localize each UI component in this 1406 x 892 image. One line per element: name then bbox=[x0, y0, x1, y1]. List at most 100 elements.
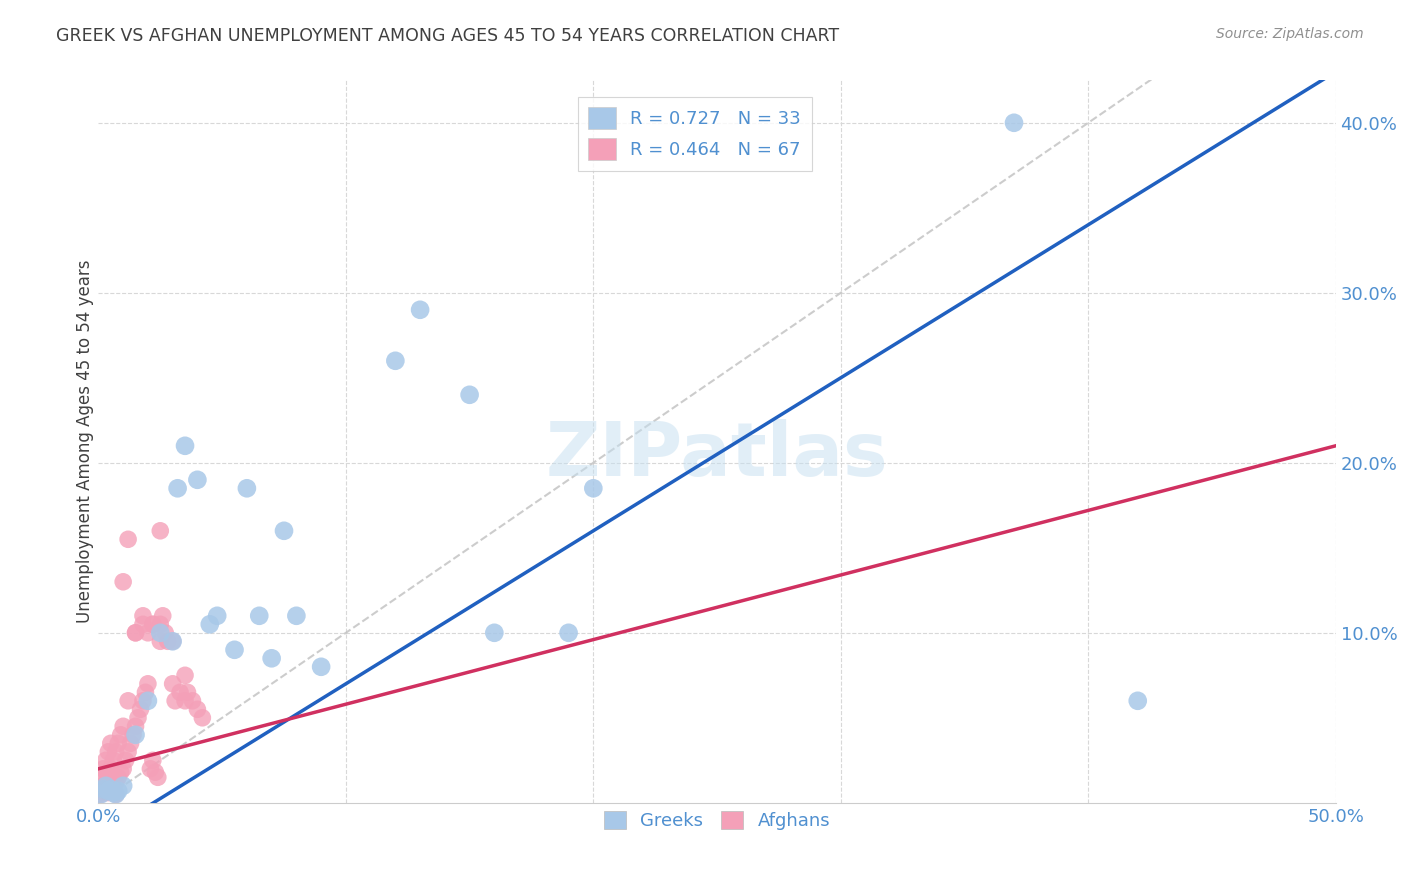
Point bbox=[186, 702, 208, 716]
Point bbox=[112, 779, 135, 793]
Point bbox=[247, 608, 270, 623]
Point bbox=[104, 775, 127, 789]
Point bbox=[97, 770, 120, 784]
Point bbox=[149, 617, 172, 632]
Point bbox=[162, 634, 184, 648]
Point bbox=[139, 762, 162, 776]
Point bbox=[176, 685, 198, 699]
Point bbox=[186, 473, 208, 487]
Point bbox=[152, 608, 174, 623]
Point bbox=[117, 694, 139, 708]
Point bbox=[169, 685, 191, 699]
Point bbox=[124, 728, 146, 742]
Point bbox=[162, 634, 184, 648]
Point bbox=[149, 524, 172, 538]
Point bbox=[94, 765, 117, 780]
Text: GREEK VS AFGHAN UNEMPLOYMENT AMONG AGES 45 TO 54 YEARS CORRELATION CHART: GREEK VS AFGHAN UNEMPLOYMENT AMONG AGES … bbox=[56, 27, 839, 45]
Point bbox=[273, 524, 295, 538]
Point bbox=[110, 765, 132, 780]
Point bbox=[120, 736, 142, 750]
Point bbox=[124, 625, 146, 640]
Point bbox=[156, 634, 179, 648]
Point bbox=[142, 753, 165, 767]
Point bbox=[103, 779, 125, 793]
Point bbox=[93, 762, 115, 776]
Point bbox=[127, 711, 149, 725]
Point bbox=[100, 782, 122, 797]
Point bbox=[94, 753, 117, 767]
Point bbox=[93, 786, 115, 800]
Point bbox=[103, 753, 125, 767]
Text: Source: ZipAtlas.com: Source: ZipAtlas.com bbox=[1216, 27, 1364, 41]
Point bbox=[104, 787, 127, 801]
Point bbox=[236, 481, 259, 495]
Point bbox=[557, 625, 579, 640]
Point bbox=[132, 617, 155, 632]
Point bbox=[94, 775, 117, 789]
Point bbox=[104, 745, 127, 759]
Point bbox=[124, 625, 146, 640]
Point bbox=[93, 779, 115, 793]
Point bbox=[90, 787, 112, 801]
Point bbox=[122, 728, 145, 742]
Point bbox=[97, 784, 120, 798]
Point bbox=[97, 745, 120, 759]
Point bbox=[94, 779, 117, 793]
Point bbox=[1126, 694, 1149, 708]
Point bbox=[484, 625, 506, 640]
Point bbox=[112, 762, 135, 776]
Point bbox=[90, 782, 112, 797]
Point bbox=[94, 782, 117, 797]
Point bbox=[100, 736, 122, 750]
Point bbox=[97, 786, 120, 800]
Point bbox=[107, 784, 129, 798]
Point bbox=[309, 660, 332, 674]
Point bbox=[114, 753, 136, 767]
Point bbox=[260, 651, 283, 665]
Point bbox=[90, 787, 112, 801]
Point bbox=[458, 388, 481, 402]
Point bbox=[112, 719, 135, 733]
Point bbox=[285, 608, 308, 623]
Point bbox=[174, 694, 197, 708]
Point bbox=[142, 617, 165, 632]
Point bbox=[174, 439, 197, 453]
Point bbox=[136, 677, 159, 691]
Point bbox=[146, 770, 169, 784]
Point bbox=[165, 694, 187, 708]
Point bbox=[224, 642, 246, 657]
Point bbox=[132, 694, 155, 708]
Point bbox=[104, 787, 127, 801]
Point bbox=[100, 782, 122, 797]
Point bbox=[582, 481, 605, 495]
Point bbox=[107, 770, 129, 784]
Point bbox=[103, 786, 125, 800]
Point bbox=[384, 353, 406, 368]
Point bbox=[136, 694, 159, 708]
Point bbox=[162, 677, 184, 691]
Point bbox=[174, 668, 197, 682]
Point bbox=[117, 533, 139, 547]
Point bbox=[143, 765, 166, 780]
Text: ZIPatlas: ZIPatlas bbox=[546, 419, 889, 492]
Point bbox=[107, 736, 129, 750]
Point bbox=[117, 745, 139, 759]
Point bbox=[124, 719, 146, 733]
Point bbox=[166, 481, 188, 495]
Point bbox=[110, 728, 132, 742]
Point bbox=[90, 770, 112, 784]
Point bbox=[142, 617, 165, 632]
Point bbox=[134, 685, 156, 699]
Point bbox=[409, 302, 432, 317]
Point bbox=[93, 782, 115, 797]
Point bbox=[181, 694, 204, 708]
Y-axis label: Unemployment Among Ages 45 to 54 years: Unemployment Among Ages 45 to 54 years bbox=[76, 260, 94, 624]
Point bbox=[198, 617, 221, 632]
Point bbox=[149, 625, 172, 640]
Point bbox=[1002, 116, 1025, 130]
Point bbox=[205, 608, 228, 623]
Point bbox=[149, 634, 172, 648]
Point bbox=[100, 762, 122, 776]
Point bbox=[191, 711, 214, 725]
Point bbox=[129, 702, 152, 716]
